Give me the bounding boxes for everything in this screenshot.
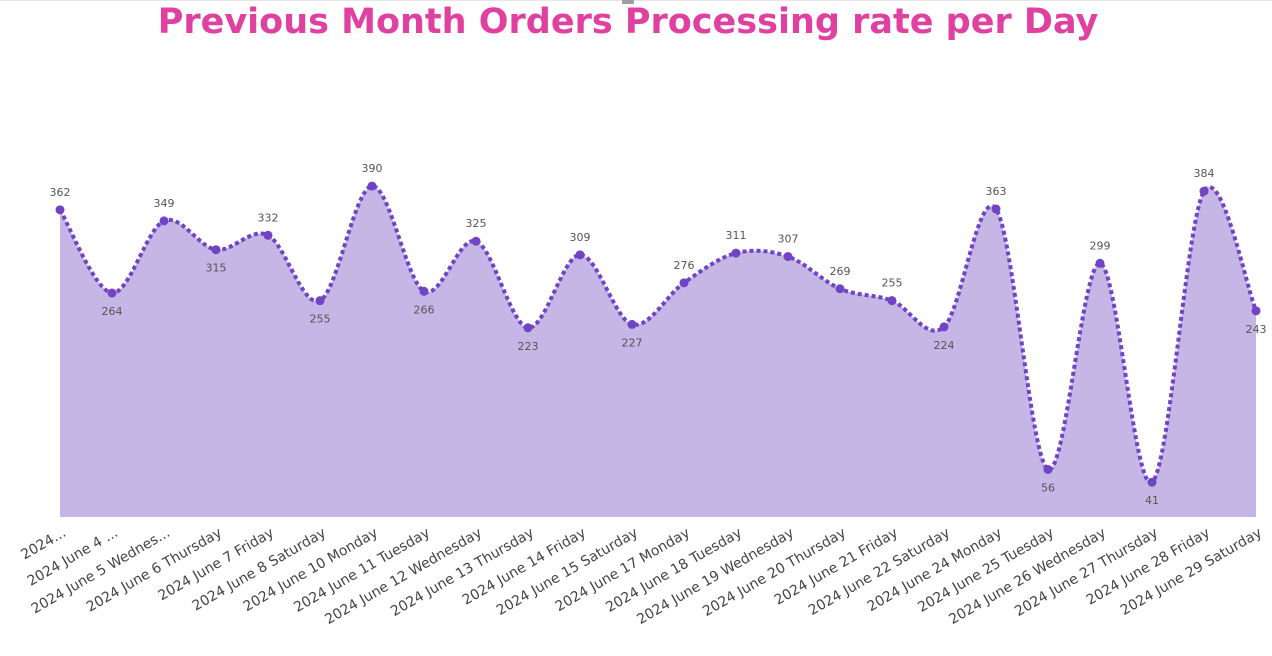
data-point[interactable] — [1043, 464, 1053, 474]
data-label: 224 — [934, 339, 955, 352]
data-label: 227 — [622, 336, 643, 349]
data-point[interactable] — [575, 250, 585, 260]
data-point[interactable] — [939, 322, 949, 332]
data-point[interactable] — [159, 216, 169, 226]
data-label: 363 — [986, 185, 1007, 198]
data-label: 349 — [154, 197, 175, 210]
data-point[interactable] — [211, 245, 221, 255]
chart-title: Previous Month Orders Processing rate pe… — [157, 2, 1099, 42]
data-point[interactable] — [887, 296, 897, 306]
data-label: 264 — [102, 305, 123, 318]
data-point[interactable] — [1199, 186, 1209, 196]
data-point[interactable] — [731, 248, 741, 258]
data-label: 325 — [466, 217, 487, 230]
data-point[interactable] — [835, 284, 845, 294]
data-point[interactable] — [1095, 258, 1105, 268]
data-label: 307 — [778, 233, 799, 246]
data-label: 299 — [1090, 239, 1111, 252]
data-point[interactable] — [55, 205, 65, 215]
data-label: 269 — [830, 265, 851, 278]
data-point[interactable] — [263, 230, 273, 240]
data-point[interactable] — [419, 286, 429, 296]
data-point[interactable] — [783, 252, 793, 262]
data-point[interactable] — [627, 319, 637, 329]
data-point[interactable] — [471, 236, 481, 246]
series-line — [58, 184, 1258, 485]
area-fill — [60, 186, 1256, 517]
data-point[interactable] — [1251, 306, 1261, 316]
top-border — [0, 0, 1272, 1]
data-label: 384 — [1194, 167, 1215, 180]
data-label: 311 — [726, 229, 747, 242]
data-point[interactable] — [107, 288, 117, 298]
data-label: 276 — [674, 259, 695, 272]
data-label: 56 — [1041, 481, 1055, 494]
data-point[interactable] — [1147, 477, 1157, 487]
data-label: 255 — [310, 313, 331, 326]
data-point[interactable] — [991, 204, 1001, 214]
data-label: 315 — [206, 262, 227, 275]
data-label: 243 — [1246, 323, 1267, 336]
data-point[interactable] — [367, 181, 377, 191]
data-label: 362 — [50, 186, 71, 199]
data-point[interactable] — [679, 278, 689, 288]
data-label: 332 — [258, 211, 279, 224]
data-label: 390 — [362, 162, 383, 175]
data-label: 309 — [570, 231, 591, 244]
visual-drag-handle[interactable] — [622, 0, 634, 4]
data-label: 255 — [882, 277, 903, 290]
data-label: 41 — [1145, 494, 1159, 507]
data-label: 223 — [518, 340, 539, 353]
data-point[interactable] — [315, 296, 325, 306]
data-point[interactable] — [523, 323, 533, 333]
data-label: 266 — [414, 303, 435, 316]
